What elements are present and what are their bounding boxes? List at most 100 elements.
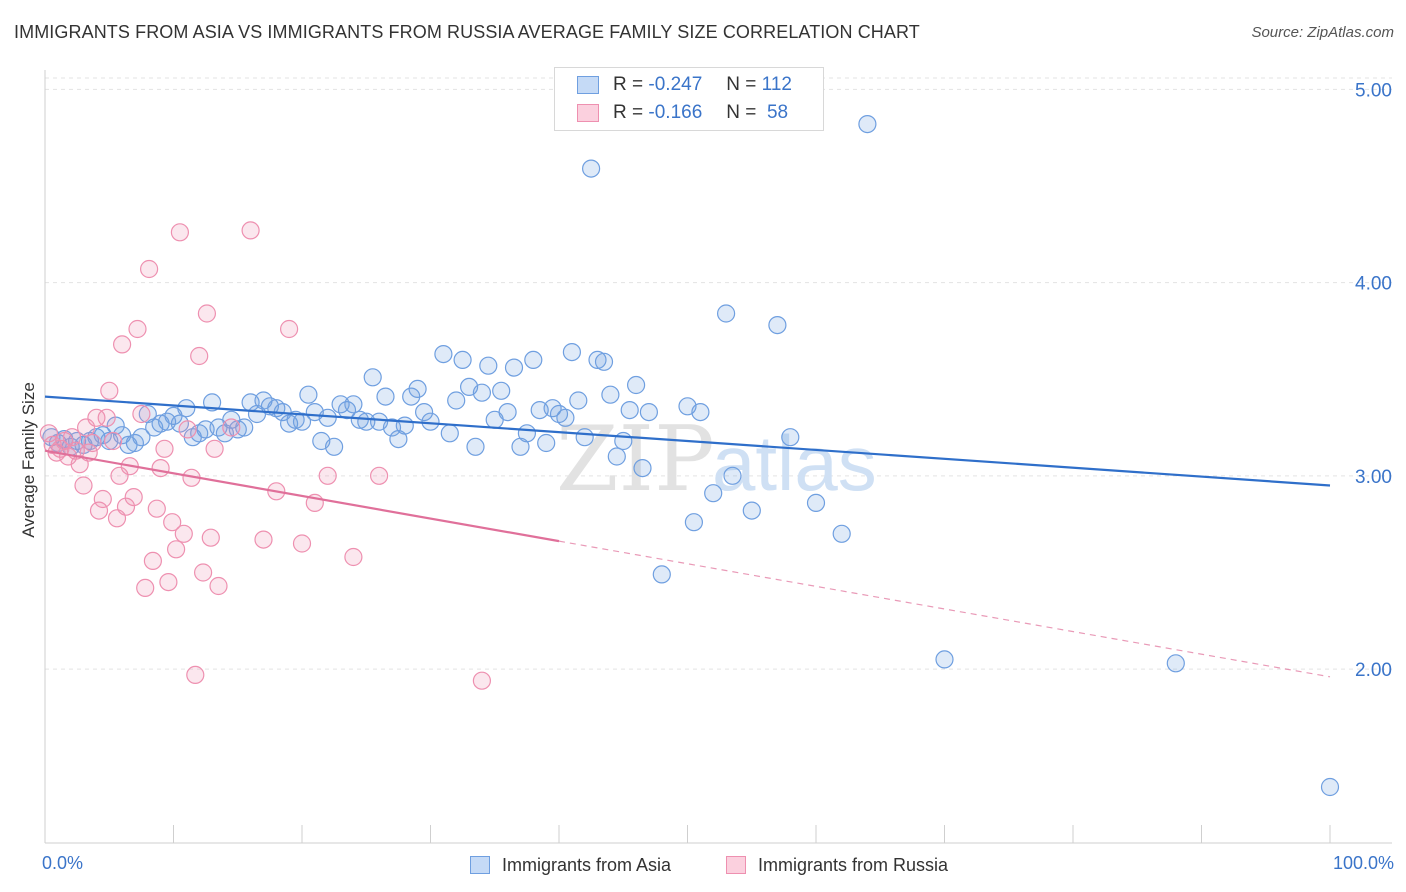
trend-line-russia xyxy=(44,449,560,543)
legend-russia-n-value: 58 xyxy=(766,102,789,123)
point-asia xyxy=(376,387,395,406)
point-asia xyxy=(318,408,337,427)
point-asia xyxy=(806,493,826,512)
point-asia xyxy=(299,385,318,404)
point-asia xyxy=(292,412,312,431)
point-russia xyxy=(89,501,109,520)
point-asia xyxy=(408,379,427,398)
point-russia xyxy=(254,530,273,549)
point-russia xyxy=(167,540,186,559)
point-asia xyxy=(1320,777,1340,797)
point-russia xyxy=(136,578,155,598)
y-tick-label: 5.00 xyxy=(1355,80,1392,101)
legend-swatch-asia xyxy=(577,76,599,94)
legend-swatch-russia xyxy=(577,104,599,122)
point-asia xyxy=(492,381,511,400)
point-asia xyxy=(607,447,626,466)
point-asia xyxy=(652,565,671,584)
point-russia xyxy=(128,319,147,339)
point-asia xyxy=(1166,654,1185,673)
data-points xyxy=(39,114,1340,797)
trend-line-asia xyxy=(44,395,1331,487)
point-asia xyxy=(768,316,787,335)
point-asia xyxy=(434,345,453,364)
point-russia xyxy=(83,433,102,453)
point-russia xyxy=(116,497,136,516)
point-russia xyxy=(159,572,178,592)
y-tick-label: 2.00 xyxy=(1355,660,1392,681)
point-russia xyxy=(197,304,216,323)
point-russia xyxy=(186,665,205,685)
point-russia xyxy=(209,576,228,596)
point-asia xyxy=(440,424,459,443)
bottom-legend-asia: Immigrants from Asia xyxy=(470,852,671,878)
point-russia xyxy=(39,424,59,443)
point-asia xyxy=(363,368,382,387)
legend-russia-r-value: -0.166 xyxy=(648,102,703,123)
point-asia xyxy=(453,350,472,369)
point-asia xyxy=(344,395,363,414)
point-asia xyxy=(498,403,517,422)
point-russia xyxy=(205,439,224,458)
point-asia xyxy=(504,358,524,377)
bottom-legend-swatch-asia xyxy=(470,856,490,874)
point-russia xyxy=(170,223,189,242)
point-asia xyxy=(723,466,742,485)
point-asia xyxy=(177,399,196,418)
legend-asia-r-label: R = xyxy=(613,74,644,95)
y-tick-label: 3.00 xyxy=(1355,467,1392,488)
point-asia xyxy=(421,412,440,431)
x-tick-label-min: 0.0% xyxy=(42,853,84,873)
point-russia xyxy=(292,534,312,553)
point-asia xyxy=(556,408,575,427)
point-asia xyxy=(626,375,646,395)
point-russia xyxy=(194,563,213,582)
point-russia xyxy=(318,466,337,485)
point-russia xyxy=(103,431,123,451)
x-tick-label-max: 100.0% xyxy=(1332,853,1394,873)
axes xyxy=(44,70,1392,844)
legend-asia-n-label: N = xyxy=(726,74,757,95)
point-asia xyxy=(935,650,954,669)
point-russia xyxy=(190,346,209,366)
point-russia xyxy=(155,439,174,458)
point-russia xyxy=(472,671,491,690)
point-asia xyxy=(858,114,877,134)
bottom-legend-label-asia: Immigrants from Asia xyxy=(502,854,672,875)
legend-russia-r-label: R = xyxy=(613,102,644,123)
point-russia xyxy=(124,488,143,507)
point-asia xyxy=(691,403,710,422)
trend-line-russia-extrapolated xyxy=(558,540,1331,678)
point-russia xyxy=(151,459,170,478)
point-asia xyxy=(742,501,761,520)
point-asia xyxy=(286,410,305,429)
point-russia xyxy=(280,319,299,339)
point-russia xyxy=(143,551,162,571)
legend-row-russia: R = -0.166 N = 58 xyxy=(577,100,788,126)
point-asia xyxy=(588,350,607,369)
point-russia xyxy=(93,489,112,509)
chart-title: IMMIGRANTS FROM ASIA VS IMMIGRANTS FROM … xyxy=(14,22,920,42)
watermark-zip: ZIP xyxy=(556,407,715,512)
point-asia xyxy=(235,418,254,437)
point-russia xyxy=(370,466,389,485)
point-russia xyxy=(147,499,166,518)
legend-asia-n-value: 112 xyxy=(761,74,792,95)
point-asia xyxy=(524,350,543,369)
y-tick-label: 4.00 xyxy=(1355,274,1392,295)
point-asia xyxy=(447,391,466,410)
point-asia xyxy=(639,403,659,422)
point-russia xyxy=(74,476,93,495)
point-russia xyxy=(100,381,119,400)
point-russia xyxy=(241,221,260,240)
point-russia xyxy=(140,259,159,279)
point-russia xyxy=(178,420,197,439)
point-asia xyxy=(633,459,652,478)
point-asia xyxy=(620,401,639,420)
point-russia xyxy=(201,528,220,547)
point-asia xyxy=(581,159,601,178)
point-asia xyxy=(415,403,434,422)
point-asia xyxy=(517,424,537,443)
point-asia xyxy=(537,433,556,453)
trend-lines xyxy=(44,395,1331,678)
